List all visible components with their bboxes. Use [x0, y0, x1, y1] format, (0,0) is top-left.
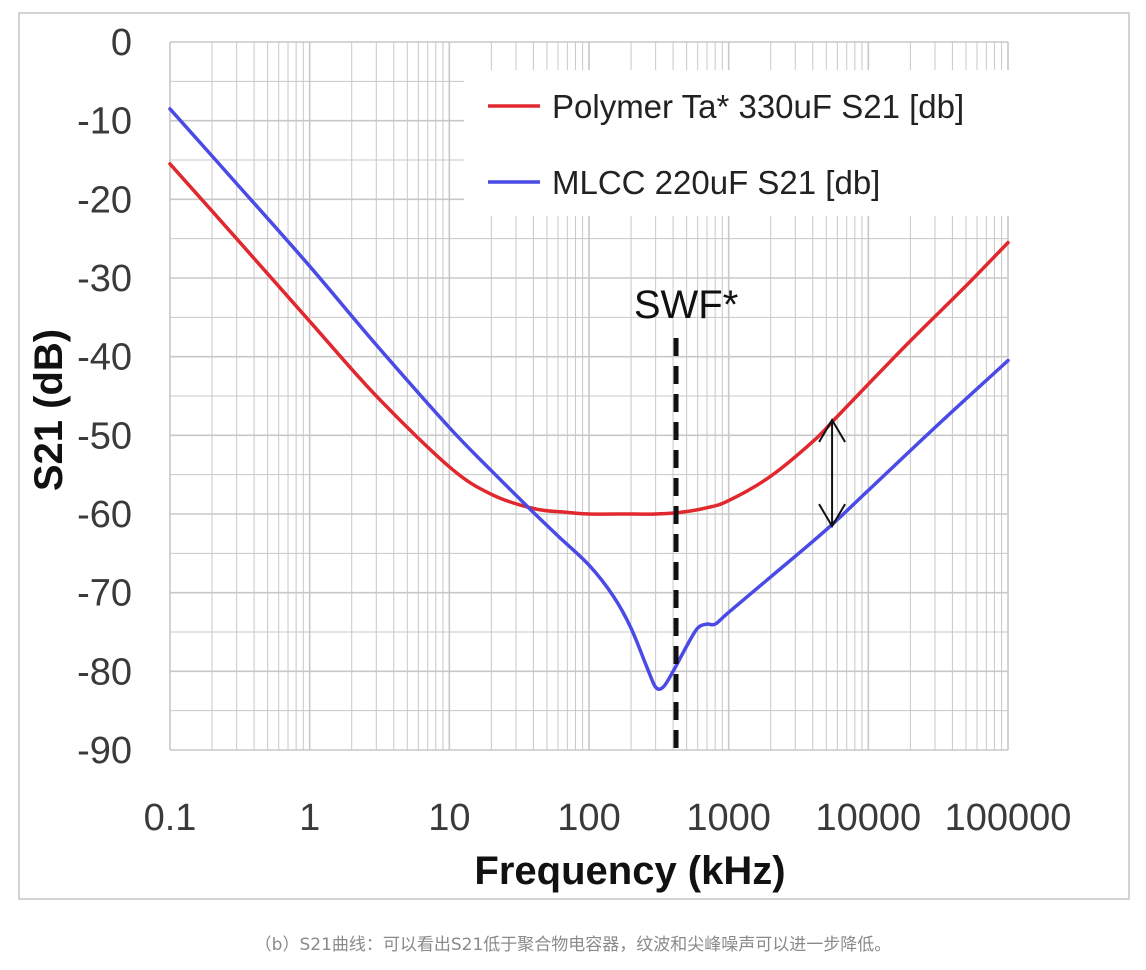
y-tick-label: -80: [77, 651, 132, 693]
y-tick-label: -60: [77, 494, 132, 536]
y-tick-label: -40: [77, 337, 132, 379]
legend: Polymer Ta* 330uF S21 [db] MLCC 220uF S21…: [464, 70, 1012, 216]
y-tick-label: -10: [77, 101, 132, 143]
swf-label: SWF*: [634, 283, 738, 327]
series-layer: [168, 107, 1010, 692]
x-tick-label: 1: [299, 797, 320, 839]
y-tick-label: -30: [77, 258, 132, 300]
polymer-ta-series-line: [168, 162, 1010, 516]
legend-label: MLCC 220uF S21 [db]: [552, 164, 880, 201]
y-tick-label: -20: [77, 179, 132, 221]
x-tick-label: 10: [428, 797, 470, 839]
x-tick-label: 1000: [686, 797, 771, 839]
annotation-layer: SWF*: [634, 283, 846, 750]
gap-arrow-head-down: [818, 503, 846, 529]
y-tick-label: -50: [77, 415, 132, 457]
s21-chart: 0 -10 -20 -30 -40 -50 -60 -70 -80 -90 0.1 1 10 100 10…: [27, 22, 1072, 893]
x-tick-label: 0.1: [144, 797, 197, 839]
y-axis-ticks: 0 -10 -20 -30 -40 -50 -60 -70 -80 -90: [77, 22, 132, 772]
mlcc-series-line: [168, 107, 1010, 692]
gap-arrow-head-up: [818, 418, 846, 443]
x-tick-label: 100: [557, 797, 620, 839]
y-tick-label: 0: [111, 22, 132, 64]
x-axis-ticks: 0.1 1 10 100 1000 10000 100000: [144, 797, 1072, 839]
y-tick-label: -70: [77, 573, 132, 615]
x-tick-label: 100000: [945, 797, 1072, 839]
grid: [169, 41, 1009, 751]
legend-background: [464, 70, 1012, 216]
x-tick-label: 10000: [815, 797, 921, 839]
x-axis-title: Frequency (kHz): [474, 849, 785, 893]
y-tick-label: -90: [77, 730, 132, 772]
y-axis-title: S21 (dB): [27, 329, 71, 491]
figure-caption: （b）S21曲线：可以看出S21低于聚合物电容器，纹波和尖峰噪声可以进一步降低。: [254, 935, 892, 955]
legend-label: Polymer Ta* 330uF S21 [db]: [552, 88, 964, 125]
